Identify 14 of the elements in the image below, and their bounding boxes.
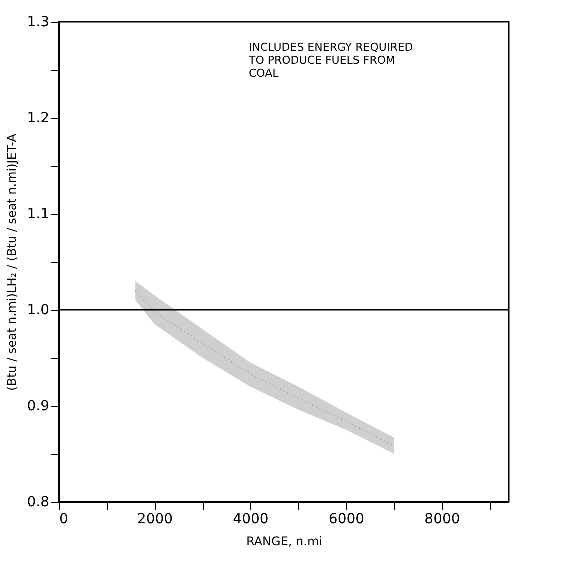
x-axis-title: RANGE, n.mi	[246, 534, 322, 548]
y-tick-label: 1.1	[27, 206, 50, 222]
x-tick-label: 4000	[233, 512, 269, 528]
y-tick-label: 1.0	[27, 302, 50, 318]
y-tick-label: 0.8	[27, 494, 50, 510]
y-tick-label: 0.9	[27, 398, 50, 414]
x-tick-label: 8000	[424, 512, 460, 528]
annotation: INCLUDES ENERGY REQUIRED TO PRODUCE FUELS FROM COAL	[248, 41, 414, 80]
y-tick-label: 1.2	[27, 110, 50, 126]
x-tick-label: 6000	[328, 512, 365, 528]
x-tick-label: 0	[60, 512, 68, 528]
x-tick-label: 2000	[137, 512, 174, 528]
y-axis-title: (Btu / seat n.mi)LH₂ / (Btu / seat n.mi)JET-A	[5, 133, 20, 391]
y-tick-label: 1.3	[27, 14, 50, 30]
